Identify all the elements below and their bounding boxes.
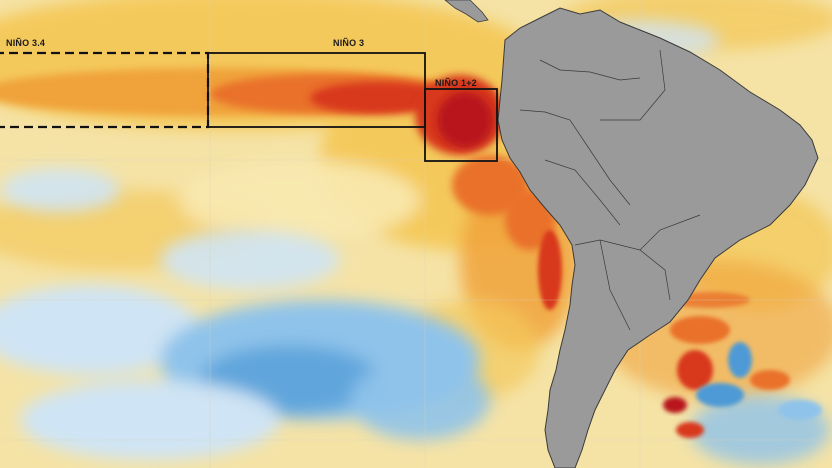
nino-3-4-box xyxy=(0,51,210,129)
nino-1-2-label: NIÑO 1+2 xyxy=(435,78,477,88)
central-america xyxy=(444,0,489,23)
nino-3-4-label: NIÑO 3.4 xyxy=(6,38,46,48)
equatorial-warm-tongue xyxy=(0,68,562,310)
country-borders xyxy=(519,49,701,331)
nino-1-2-box xyxy=(424,88,498,162)
cool-anomaly-layer xyxy=(0,20,830,465)
nino-region-boxes xyxy=(0,51,498,162)
nino-3-label: NIÑO 3 xyxy=(333,38,365,48)
south-america xyxy=(497,7,819,468)
